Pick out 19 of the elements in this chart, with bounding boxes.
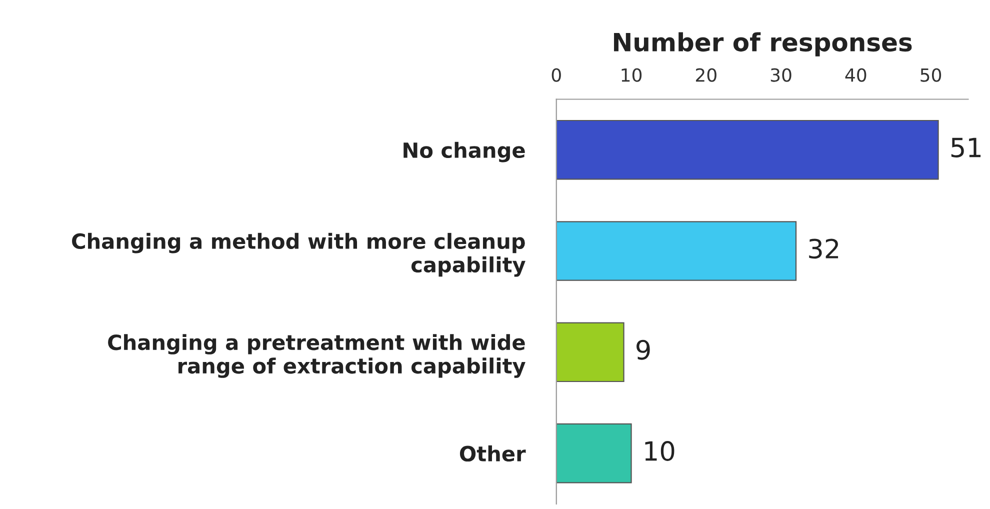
data-label: 51: [951, 138, 981, 158]
y-tick-label: Changing a pretreatment with wide range of extraction capability: [108, 334, 526, 378]
bar: [556, 120, 939, 180]
x-axis-title: Number of responses: [614, 32, 912, 56]
x-tick-label: 30: [770, 68, 792, 82]
data-label: 10: [645, 441, 674, 461]
data-label: 9: [636, 340, 650, 360]
bar: [556, 322, 624, 382]
x-tick-label: 0: [552, 68, 561, 82]
y-tick-label: No change: [404, 142, 525, 162]
x-tick-label: 50: [920, 68, 942, 82]
x-tick-label: 40: [845, 68, 866, 82]
data-label: 32: [809, 238, 838, 259]
x-tick-label: 10: [622, 68, 642, 82]
y-tick-label: Other: [460, 445, 526, 462]
bar: [556, 423, 632, 484]
y-tick-label: Changing a method with more cleanup capability: [72, 232, 526, 277]
bar: [556, 221, 797, 281]
x-tick-label: 20: [696, 68, 716, 82]
